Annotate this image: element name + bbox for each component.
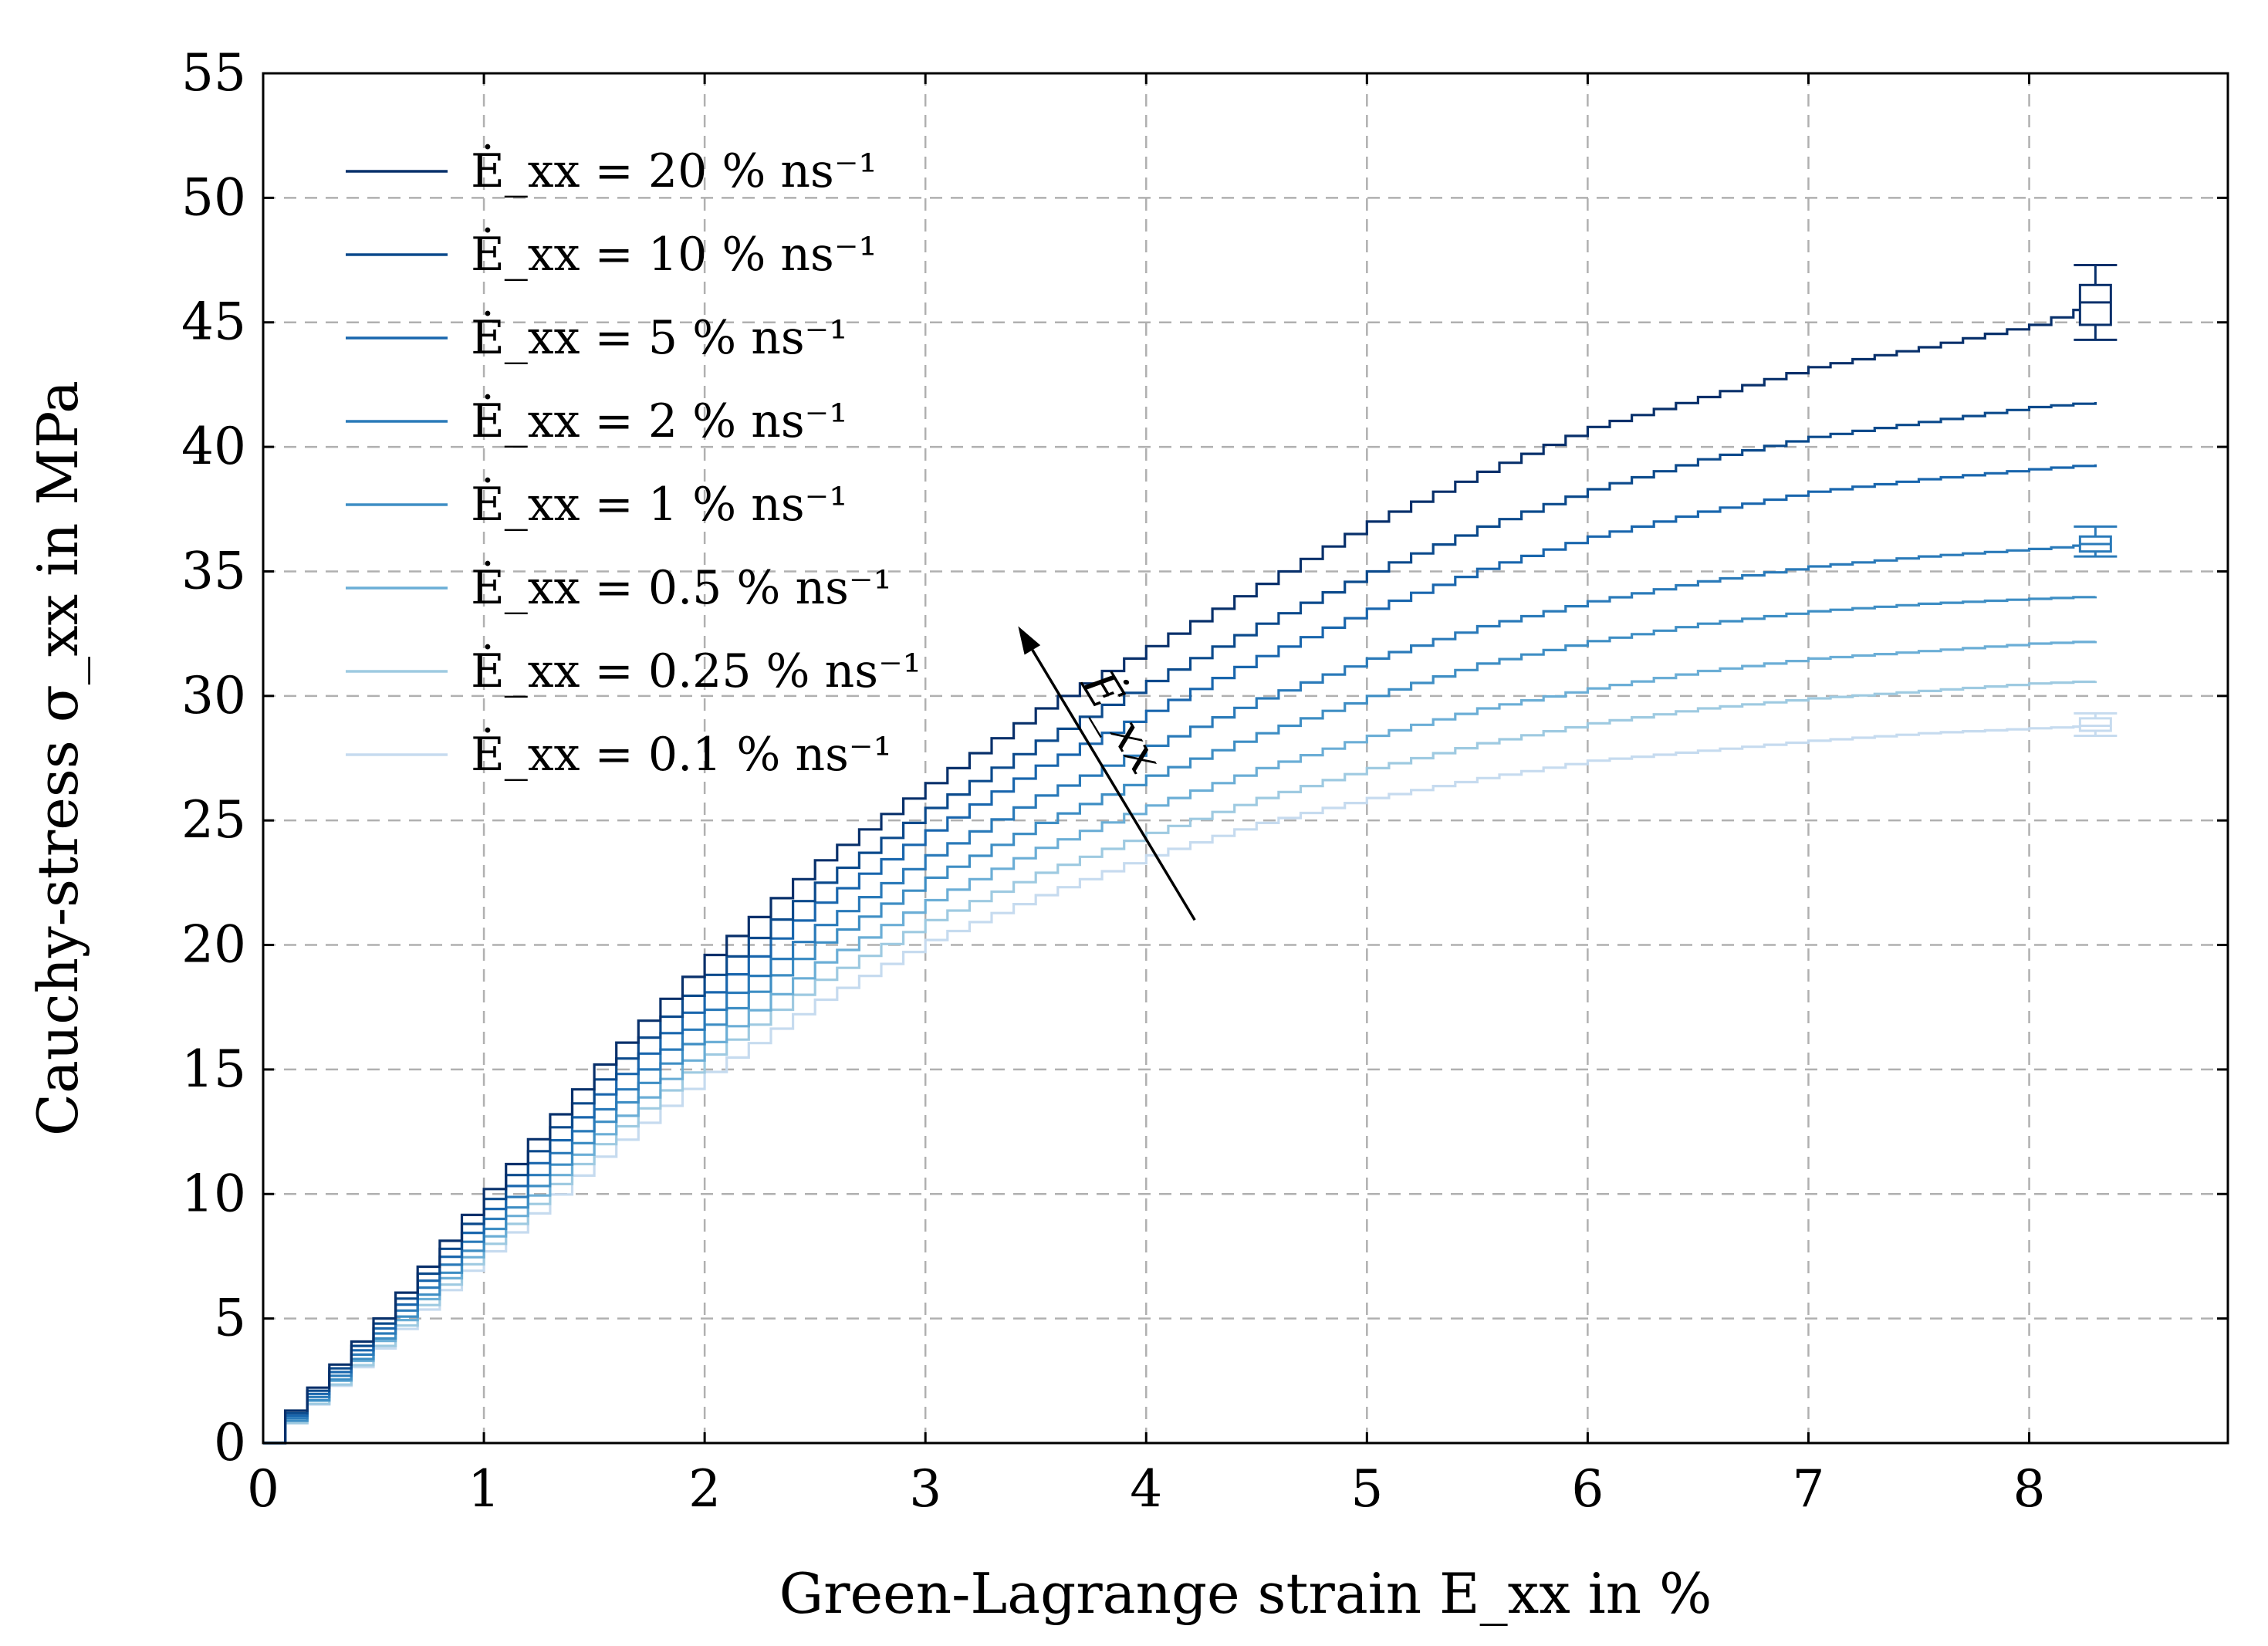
error-bar <box>2074 264 2118 341</box>
y-tick-label: 45 <box>181 292 246 352</box>
legend-label: Ė_xx = 20 % ns⁻¹ <box>471 144 877 198</box>
y-tick-label: 15 <box>181 1039 246 1099</box>
y-tick-label: 50 <box>181 167 246 227</box>
y-tick-label: 40 <box>181 417 246 476</box>
series-line <box>263 596 2097 1445</box>
legend-item: Ė_xx = 1 % ns⁻¹ <box>346 478 847 532</box>
legend-label: Ė_xx = 0.5 % ns⁻¹ <box>471 561 892 615</box>
error-bars <box>2074 264 2118 737</box>
legend-label: Ė_xx = 1 % ns⁻¹ <box>471 478 847 532</box>
legend-item: Ė_xx = 5 % ns⁻¹ <box>346 311 847 365</box>
error-bar <box>2074 525 2118 558</box>
legend-label: Ė_xx = 0.25 % ns⁻¹ <box>471 644 921 698</box>
legend-label: Ė_xx = 10 % ns⁻¹ <box>471 228 877 282</box>
y-tick-label: 20 <box>181 915 246 975</box>
y-tick-label: 55 <box>181 43 246 103</box>
x-axis-title: Green-Lagrange strain E_xx in % <box>779 1561 1712 1626</box>
x-tick-label: 2 <box>688 1459 721 1519</box>
x-tick-label: 5 <box>1350 1459 1383 1519</box>
legend-item: Ė_xx = 2 % ns⁻¹ <box>346 394 847 448</box>
y-tick-label: 10 <box>181 1164 246 1223</box>
annotation-label: Ė_xx <box>1070 661 1173 782</box>
series-line <box>263 302 2097 1445</box>
legend: Ė_xx = 20 % ns⁻¹ Ė_xx = 10 % ns⁻¹ Ė_xx = 5… <box>346 144 921 782</box>
y-tick-label: 0 <box>214 1413 246 1472</box>
error-box <box>2078 283 2112 326</box>
error-box <box>2078 717 2112 732</box>
series-line <box>263 725 2097 1445</box>
x-tick-label: 8 <box>2013 1459 2046 1519</box>
x-tick-label: 6 <box>1571 1459 1604 1519</box>
annotation-arrow <box>1031 649 1196 921</box>
legend-label: Ė_xx = 2 % ns⁻¹ <box>471 394 847 448</box>
x-tick-label: 1 <box>468 1459 500 1519</box>
legend-item: Ė_xx = 0.1 % ns⁻¹ <box>346 728 892 782</box>
legend-item: Ė_xx = 0.5 % ns⁻¹ <box>346 561 892 615</box>
annotation-arrowhead <box>1018 626 1041 655</box>
x-tick-label: 3 <box>909 1459 941 1519</box>
plot-frame <box>262 72 2229 1445</box>
x-tick-label: 4 <box>1130 1459 1162 1519</box>
legend-label: Ė_xx = 5 % ns⁻¹ <box>471 311 847 365</box>
series-layer <box>263 302 2097 1445</box>
x-tick-label: 0 <box>247 1459 279 1519</box>
legend-item: Ė_xx = 0.25 % ns⁻¹ <box>346 644 921 698</box>
grid-lines <box>263 73 2228 1443</box>
x-tick-label: 7 <box>1792 1459 1824 1519</box>
series-line <box>263 402 2097 1445</box>
y-tick-label: 25 <box>181 790 246 850</box>
y-tick-label: 5 <box>214 1289 246 1348</box>
legend-label: Ė_xx = 0.1 % ns⁻¹ <box>471 728 892 782</box>
y-axis-title: Cauchy-stress σ_xx in MPa <box>25 380 90 1136</box>
error-bar <box>2074 711 2118 737</box>
y-tick-label: 30 <box>181 666 246 725</box>
y-tick-label: 35 <box>181 541 246 600</box>
legend-item: Ė_xx = 20 % ns⁻¹ <box>346 144 877 198</box>
legend-item: Ė_xx = 10 % ns⁻¹ <box>346 228 877 282</box>
series-line <box>263 680 2097 1445</box>
